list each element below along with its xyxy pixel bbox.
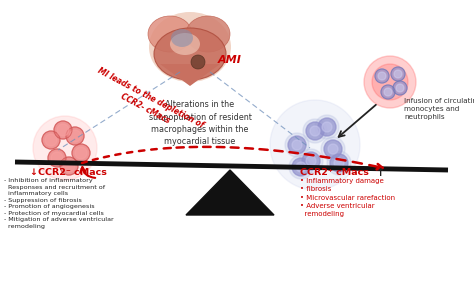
Circle shape xyxy=(378,72,386,80)
Circle shape xyxy=(306,122,324,140)
Circle shape xyxy=(63,160,75,172)
Circle shape xyxy=(393,81,407,95)
Text: ↓CCR2⁻ cMacs: ↓CCR2⁻ cMacs xyxy=(30,168,107,177)
Circle shape xyxy=(48,149,66,167)
Ellipse shape xyxy=(191,55,205,69)
Circle shape xyxy=(372,64,408,100)
Circle shape xyxy=(66,127,84,145)
Circle shape xyxy=(45,134,57,146)
Circle shape xyxy=(334,158,344,168)
Circle shape xyxy=(302,152,320,170)
Circle shape xyxy=(296,162,306,172)
Circle shape xyxy=(381,85,395,99)
Circle shape xyxy=(306,156,316,166)
Circle shape xyxy=(321,137,345,161)
Circle shape xyxy=(330,154,348,172)
Circle shape xyxy=(51,152,63,164)
Ellipse shape xyxy=(171,29,193,47)
Polygon shape xyxy=(160,64,220,86)
Circle shape xyxy=(327,151,351,175)
Circle shape xyxy=(384,88,392,96)
Text: • Inflammatory damage
• fibrosis
• Microvascular rarefaction
• Adverse ventricul: • Inflammatory damage • fibrosis • Micro… xyxy=(300,178,395,217)
Circle shape xyxy=(57,124,69,136)
Circle shape xyxy=(324,140,342,158)
Circle shape xyxy=(54,121,72,139)
Circle shape xyxy=(375,69,389,83)
Ellipse shape xyxy=(186,16,230,52)
Circle shape xyxy=(60,157,78,175)
Circle shape xyxy=(328,144,338,154)
Ellipse shape xyxy=(154,28,226,80)
Circle shape xyxy=(75,147,87,159)
Text: MI leads to the depletion of
CCR2- cMacs: MI leads to the depletion of CCR2- cMacs xyxy=(91,66,205,140)
Circle shape xyxy=(391,67,405,81)
Circle shape xyxy=(394,70,402,78)
Text: AMI: AMI xyxy=(218,55,242,65)
Circle shape xyxy=(270,100,360,190)
Circle shape xyxy=(364,56,416,108)
Circle shape xyxy=(288,136,306,154)
Circle shape xyxy=(315,115,339,139)
Circle shape xyxy=(292,158,310,176)
Circle shape xyxy=(318,118,336,136)
Text: ↑: ↑ xyxy=(376,168,385,178)
Circle shape xyxy=(289,155,313,179)
Text: Alterations in the
subpopulation of resident
macrophages within the
myocardial t: Alterations in the subpopulation of resi… xyxy=(148,100,251,146)
Circle shape xyxy=(42,131,60,149)
Circle shape xyxy=(285,133,309,157)
Circle shape xyxy=(72,144,90,162)
Circle shape xyxy=(69,130,81,142)
Circle shape xyxy=(33,116,97,180)
Text: - Inhibition of inflammatory
  Responses and recruitment of
  inflammatory cells: - Inhibition of inflammatory Responses a… xyxy=(4,178,114,229)
Ellipse shape xyxy=(170,33,200,55)
Circle shape xyxy=(322,122,332,132)
Ellipse shape xyxy=(148,16,192,52)
Circle shape xyxy=(310,126,320,136)
Polygon shape xyxy=(186,170,274,215)
Circle shape xyxy=(303,119,327,143)
Text: Infusion of circulating
monocytes and
neutrophils: Infusion of circulating monocytes and ne… xyxy=(404,98,474,120)
Ellipse shape xyxy=(149,12,231,82)
Circle shape xyxy=(396,84,404,92)
Circle shape xyxy=(299,149,323,173)
Circle shape xyxy=(292,140,302,150)
Text: CCR2⁺ cMacs: CCR2⁺ cMacs xyxy=(300,168,369,177)
